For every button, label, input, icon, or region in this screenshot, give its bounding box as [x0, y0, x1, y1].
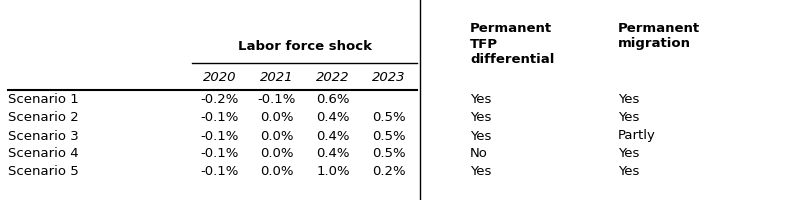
- Text: -0.1%: -0.1%: [201, 165, 239, 178]
- Text: Yes: Yes: [470, 165, 491, 178]
- Text: Permanent
TFP
differential: Permanent TFP differential: [470, 22, 554, 66]
- Text: -0.1%: -0.1%: [201, 111, 239, 124]
- Text: 0.5%: 0.5%: [372, 111, 406, 124]
- Text: Scenario 3: Scenario 3: [8, 129, 78, 142]
- Text: Yes: Yes: [618, 147, 639, 160]
- Text: 0.5%: 0.5%: [372, 129, 406, 142]
- Text: 0.0%: 0.0%: [260, 165, 294, 178]
- Text: Yes: Yes: [470, 111, 491, 124]
- Text: Labor force shock: Labor force shock: [238, 39, 371, 52]
- Text: 0.0%: 0.0%: [260, 129, 294, 142]
- Text: 0.0%: 0.0%: [260, 147, 294, 160]
- Text: Scenario 4: Scenario 4: [8, 147, 78, 160]
- Text: No: No: [470, 147, 488, 160]
- Text: 2022: 2022: [316, 71, 350, 84]
- Text: Permanent
migration: Permanent migration: [618, 22, 700, 50]
- Text: 0.4%: 0.4%: [316, 111, 350, 124]
- Text: 0.2%: 0.2%: [372, 165, 406, 178]
- Text: Yes: Yes: [618, 165, 639, 178]
- Text: Yes: Yes: [470, 129, 491, 142]
- Text: -0.1%: -0.1%: [201, 147, 239, 160]
- Text: -0.1%: -0.1%: [258, 93, 296, 106]
- Text: 2023: 2023: [372, 71, 406, 84]
- Text: 0.4%: 0.4%: [316, 147, 350, 160]
- Text: 0.0%: 0.0%: [260, 111, 294, 124]
- Text: 2021: 2021: [260, 71, 294, 84]
- Text: Partly: Partly: [618, 129, 656, 142]
- Text: -0.2%: -0.2%: [201, 93, 239, 106]
- Text: 0.5%: 0.5%: [372, 147, 406, 160]
- Text: 0.6%: 0.6%: [316, 93, 350, 106]
- Text: Yes: Yes: [618, 93, 639, 106]
- Text: 1.0%: 1.0%: [316, 165, 350, 178]
- Text: -0.1%: -0.1%: [201, 129, 239, 142]
- Text: Yes: Yes: [470, 93, 491, 106]
- Text: 0.4%: 0.4%: [316, 129, 350, 142]
- Text: Scenario 1: Scenario 1: [8, 93, 78, 106]
- Text: Scenario 2: Scenario 2: [8, 111, 78, 124]
- Text: 2020: 2020: [203, 71, 237, 84]
- Text: Scenario 5: Scenario 5: [8, 165, 78, 178]
- Text: Yes: Yes: [618, 111, 639, 124]
